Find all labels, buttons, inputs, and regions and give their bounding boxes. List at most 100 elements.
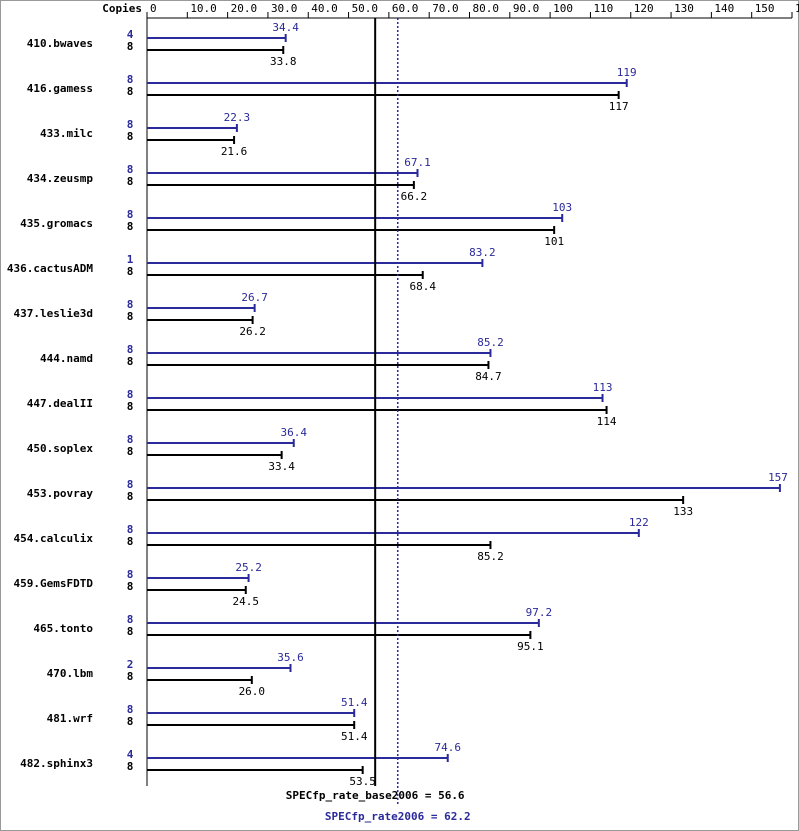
value-label: 83.2 — [469, 246, 496, 259]
x-tick-label: 40.0 — [311, 2, 338, 15]
value-label: 51.4 — [341, 696, 368, 709]
copies-header: Copies — [102, 2, 142, 15]
x-tick-label: 120 — [634, 2, 654, 15]
benchmark-label: 447.dealII — [27, 397, 93, 410]
x-tick-label: 90.0 — [513, 2, 540, 15]
value-label: 24.5 — [233, 595, 260, 608]
x-tick-label: 130 — [674, 2, 694, 15]
value-label: 85.2 — [477, 336, 504, 349]
copies-label: 8 — [127, 715, 134, 728]
copies-label: 8 — [127, 670, 134, 683]
value-label: 97.2 — [526, 606, 553, 619]
value-label: 157 — [768, 471, 788, 484]
value-label: 35.6 — [277, 651, 304, 664]
x-tick-label: 50.0 — [352, 2, 379, 15]
value-label: 34.4 — [272, 21, 299, 34]
x-tick-label: 150 — [755, 2, 775, 15]
copies-label: 8 — [127, 73, 134, 86]
value-label: 21.6 — [221, 145, 248, 158]
copies-label: 8 — [127, 130, 134, 143]
x-tick-label: 10.0 — [190, 2, 217, 15]
copies-label: 8 — [127, 703, 134, 716]
benchmark-label: 450.soplex — [27, 442, 94, 455]
value-label: 67.1 — [404, 156, 431, 169]
value-label: 66.2 — [401, 190, 428, 203]
copies-label: 8 — [127, 298, 134, 311]
x-tick-label: 80.0 — [473, 2, 500, 15]
value-label: 33.8 — [270, 55, 297, 68]
copies-label: 8 — [127, 40, 134, 53]
benchmark-label: 435.gromacs — [20, 217, 93, 230]
benchmark-label: 410.bwaves — [27, 37, 93, 50]
value-label: 53.5 — [349, 775, 376, 788]
value-label: 68.4 — [409, 280, 436, 293]
value-label: 74.6 — [434, 741, 461, 754]
value-label: 122 — [629, 516, 649, 529]
copies-label: 8 — [127, 118, 134, 131]
benchmark-label: 444.namd — [40, 352, 93, 365]
copies-label: 8 — [127, 535, 134, 548]
value-label: 22.3 — [224, 111, 251, 124]
value-label: 36.4 — [280, 426, 307, 439]
copies-label: 8 — [127, 163, 134, 176]
reference-label: SPECfp_rate2006 = 62.2 — [325, 810, 471, 823]
copies-label: 8 — [127, 355, 134, 368]
value-label: 113 — [593, 381, 613, 394]
benchmark-label: 433.milc — [40, 127, 93, 140]
copies-label: 8 — [127, 625, 134, 638]
copies-label: 8 — [127, 580, 134, 593]
copies-label: 8 — [127, 760, 134, 773]
copies-label: 8 — [127, 310, 134, 323]
x-tick-label: 60.0 — [392, 2, 419, 15]
value-label: 117 — [609, 100, 629, 113]
x-tick-label: 110 — [593, 2, 613, 15]
benchmark-label: 416.gamess — [27, 82, 93, 95]
value-label: 25.2 — [235, 561, 262, 574]
benchmark-label: 437.leslie3d — [14, 307, 93, 320]
x-tick-label: 70.0 — [432, 2, 459, 15]
copies-label: 8 — [127, 388, 134, 401]
copies-label: 8 — [127, 478, 134, 491]
value-label: 26.7 — [241, 291, 268, 304]
copies-label: 8 — [127, 175, 134, 188]
x-tick-label: 30.0 — [271, 2, 298, 15]
copies-label: 8 — [127, 613, 134, 626]
x-tick-label: 160 — [795, 2, 799, 15]
copies-label: 8 — [127, 433, 134, 446]
x-tick-label: 140 — [714, 2, 734, 15]
benchmark-label: 465.tonto — [33, 622, 93, 635]
copies-label: 8 — [127, 265, 134, 278]
benchmark-label: 454.calculix — [14, 532, 94, 545]
benchmark-label: 453.povray — [27, 487, 94, 500]
benchmark-label: 459.GemsFDTD — [14, 577, 94, 590]
value-label: 103 — [552, 201, 572, 214]
value-label: 101 — [544, 235, 564, 248]
value-label: 33.4 — [268, 460, 295, 473]
copies-label: 8 — [127, 85, 134, 98]
value-label: 84.7 — [475, 370, 502, 383]
value-label: 114 — [597, 415, 617, 428]
x-tick-label: 20.0 — [231, 2, 258, 15]
x-tick-label: 0 — [150, 2, 157, 15]
copies-label: 8 — [127, 445, 134, 458]
reference-label: SPECfp_rate_base2006 = 56.6 — [286, 789, 465, 802]
value-label: 95.1 — [517, 640, 544, 653]
value-label: 133 — [673, 505, 693, 518]
copies-label: 8 — [127, 343, 134, 356]
copies-label: 8 — [127, 220, 134, 233]
copies-label: 4 — [127, 28, 134, 41]
copies-label: 4 — [127, 748, 134, 761]
value-label: 119 — [617, 66, 637, 79]
copies-label: 8 — [127, 208, 134, 221]
value-label: 26.2 — [239, 325, 266, 338]
benchmark-label: 482.sphinx3 — [20, 757, 93, 770]
value-label: 51.4 — [341, 730, 368, 743]
value-label: 26.0 — [239, 685, 266, 698]
copies-label: 2 — [127, 658, 134, 671]
copies-label: 8 — [127, 400, 134, 413]
benchmark-label: 436.cactusADM — [7, 262, 93, 275]
benchmark-label: 434.zeusmp — [27, 172, 94, 185]
x-tick-label: 100 — [553, 2, 573, 15]
